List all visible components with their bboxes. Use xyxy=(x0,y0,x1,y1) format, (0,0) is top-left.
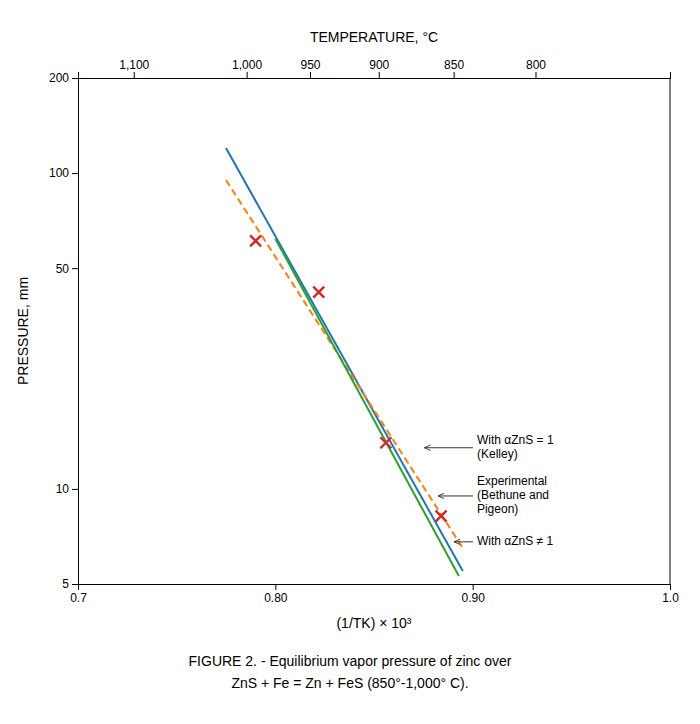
annotation-arrow xyxy=(438,495,473,496)
x2-axis-tick-mark xyxy=(379,72,380,78)
x-axis-tick: 0.90 xyxy=(461,584,485,605)
y-axis-tick-label: 100 xyxy=(49,166,69,180)
x2-axis-tick-mark xyxy=(247,72,248,78)
x2-axis-title: TEMPERATURE, °C xyxy=(310,29,438,45)
y-axis-tick-mark xyxy=(72,78,78,79)
annotation-line: Experimental xyxy=(477,474,547,488)
y-axis-tick-mark xyxy=(72,268,78,269)
x2-axis-tick: 850 xyxy=(444,58,464,78)
x-axis-line xyxy=(79,585,671,591)
x-axis-tick-mark xyxy=(473,584,474,590)
annotation-line: Pigeon) xyxy=(477,502,518,516)
x2-axis-line xyxy=(79,72,671,79)
series-line xyxy=(275,239,459,576)
x-axis-tick-label: 1.0 xyxy=(662,591,679,605)
x2-axis-tick-label: 950 xyxy=(300,58,320,72)
annotation-line: With αZnS ≠ 1 xyxy=(477,534,554,548)
y-axis-tick: 10 xyxy=(56,482,78,496)
subtitle: ZnS + Fe = Zn + FeS (850°-1,000° C). xyxy=(231,675,468,691)
x-axis-tick-mark xyxy=(670,584,671,590)
annotation: Experimental(Bethune andPigeon) xyxy=(477,474,549,516)
y-axis-tick-mark xyxy=(72,489,78,490)
x2-axis-tick-label: 800 xyxy=(526,58,546,72)
data-point xyxy=(380,437,391,448)
annotations: With αZnS = 1(Kelley) Experimental(Bethun… xyxy=(424,433,554,548)
x-axis-tick: 1.0 xyxy=(662,584,679,605)
y-axis-tick: 50 xyxy=(56,261,78,275)
annotation: With αZnS = 1(Kelley) xyxy=(477,433,554,461)
x2-axis: 1,100 1,000 950 900 850 800 xyxy=(79,58,671,79)
y-axis: 5 10 50 100 200 xyxy=(49,71,79,591)
x-axis-tick-mark xyxy=(275,584,276,590)
y-axis-title: PRESSURE, mm xyxy=(15,277,31,385)
series-line xyxy=(226,148,463,571)
annotation-line: With αZnS = 1 xyxy=(477,433,554,447)
y-axis-tick-mark xyxy=(72,173,78,174)
x2-axis-tick: 800 xyxy=(526,58,546,78)
annotation-line: (Bethune and xyxy=(477,488,549,502)
x2-axis-tick-label: 900 xyxy=(369,58,389,72)
y-axis-tick-label: 5 xyxy=(62,577,69,591)
chart: 0.7 0.80 0.90 1.0 5 10 50 100 200 1,100 1,000 950 90… xyxy=(0,0,700,724)
annotation-line: (Kelley) xyxy=(477,447,518,461)
title: FIGURE 2. - Equilibrium vapor pressure o… xyxy=(189,653,512,669)
plot-frame xyxy=(670,78,671,584)
x-axis-tick: 0.80 xyxy=(264,584,288,605)
x2-axis-tick-mark xyxy=(310,72,311,78)
x-axis-tick: 0.7 xyxy=(70,584,87,605)
plot-area xyxy=(226,148,463,576)
x2-axis-tick-label: 1,100 xyxy=(119,58,149,72)
y-axis-tick-label: 200 xyxy=(49,71,69,85)
y-axis-line xyxy=(72,79,79,585)
y-axis-tick: 200 xyxy=(49,71,78,85)
x2-axis-tick: 900 xyxy=(369,58,389,78)
x2-axis-tick-label: 1,000 xyxy=(232,58,262,72)
y-axis-tick-label: 50 xyxy=(56,261,70,275)
x2-axis-tick: 1,100 xyxy=(119,58,149,78)
x2-axis-tick-mark xyxy=(454,72,455,78)
annotation-arrow xyxy=(454,541,473,542)
x-axis-tick-label: 0.7 xyxy=(70,591,87,605)
x2-axis-tick-mark xyxy=(535,72,536,78)
x2-axis-tick-label: 850 xyxy=(444,58,464,72)
data-point xyxy=(313,287,324,298)
x-axis: 0.7 0.80 0.90 1.0 xyxy=(70,584,679,605)
x-axis-tick-label: 0.90 xyxy=(461,591,485,605)
data-point xyxy=(436,511,447,522)
data-point xyxy=(250,235,261,246)
x-axis-tick-label: 0.80 xyxy=(264,591,288,605)
y-axis-tick: 100 xyxy=(49,166,78,180)
y-axis-tick: 5 xyxy=(62,577,78,591)
y-axis-tick-mark xyxy=(72,584,78,585)
x-axis-title: (1/TK) × 10³ xyxy=(336,615,411,631)
annotation-arrow xyxy=(424,447,473,448)
annotation: With αZnS ≠ 1 xyxy=(477,534,554,548)
x2-axis-tick: 1,000 xyxy=(232,58,262,78)
x2-axis-tick: 950 xyxy=(300,58,320,78)
y-axis-tick-label: 10 xyxy=(56,482,70,496)
x2-axis-tick-mark xyxy=(134,72,135,78)
